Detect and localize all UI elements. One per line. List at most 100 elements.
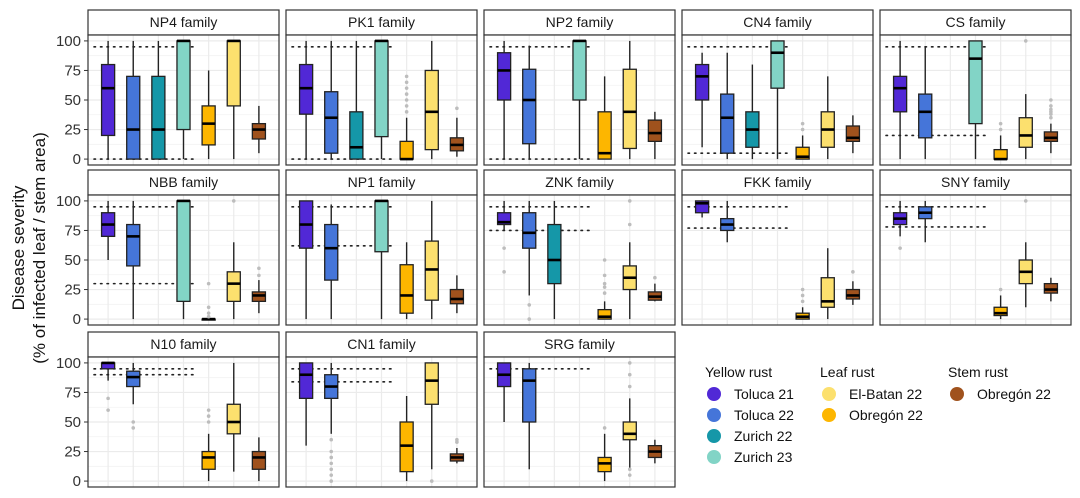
box-el-batan-22: [622, 40, 637, 160]
facet-title: ZNK family: [545, 174, 613, 190]
box-iqr: [993, 148, 1008, 160]
box-iqr: [522, 68, 537, 145]
box-iqr: [496, 52, 512, 101]
outlier-point: [627, 361, 632, 365]
facet-panel: CN4 family: [681, 9, 874, 166]
outlier-point: [800, 121, 805, 126]
outlier-point: [998, 287, 1003, 292]
facet-title: NBB family: [149, 174, 218, 190]
facet-strip: [483, 169, 676, 196]
y-tick-label: 75: [64, 222, 81, 239]
facet-panel: NP1 family: [285, 169, 478, 326]
y-tick-label: 0: [73, 473, 81, 490]
box-el-batan-22: [1018, 199, 1033, 308]
legend-item: Zurich 22: [707, 428, 793, 444]
facet-strip: [285, 331, 478, 358]
outlier-point: [131, 420, 136, 424]
box-obreg-n-22-leaf-: [597, 426, 612, 482]
box-obreg-n-22-stem-: [647, 439, 663, 464]
box-iqr: [201, 450, 216, 470]
facet-panel: SNY family: [879, 169, 1072, 326]
outlier-point: [404, 104, 409, 108]
legend-title: Yellow rust: [705, 364, 772, 380]
box-iqr: [324, 91, 339, 154]
box-iqr: [126, 370, 141, 388]
box-iqr: [694, 200, 710, 214]
box-iqr: [374, 200, 389, 253]
box-obreg-n-22-stem-: [1043, 98, 1059, 154]
box-iqr: [251, 450, 267, 470]
box-obreg-n-22-stem-: [647, 275, 663, 302]
box-zurich-22: [547, 200, 562, 320]
box-iqr: [993, 306, 1008, 317]
box-el-batan-22: [820, 76, 835, 160]
box-toluca-21: [100, 40, 116, 160]
box-toluca-21: [892, 40, 908, 160]
legend-group: Leaf rust El-Batan 22 Obregón 22: [820, 364, 923, 423]
box-toluca-22: [126, 200, 141, 320]
box-toluca-22: [918, 46, 933, 160]
box-iqr: [597, 308, 612, 320]
outlier-point: [329, 437, 334, 442]
outlier-point: [1023, 39, 1028, 43]
outlier-point: [206, 311, 211, 315]
facet-title: N10 family: [150, 336, 216, 352]
box-toluca-21: [100, 361, 116, 412]
outlier-point: [404, 98, 409, 102]
outlier-point: [404, 86, 409, 90]
facet-strip: [483, 9, 676, 36]
facet-panel: NP4 family 0 25 50 75 100: [56, 9, 280, 168]
box-zurich-23: [968, 40, 983, 160]
box-el-batan-22: [226, 199, 241, 320]
outlier-point: [404, 92, 409, 96]
facet-panel: PK1 family: [285, 9, 478, 166]
outlier-point: [404, 74, 409, 79]
box-el-batan-22: [622, 361, 637, 477]
outlier-point: [329, 479, 334, 483]
outlier-point: [257, 266, 261, 271]
box-iqr: [424, 69, 439, 151]
box-iqr: [820, 277, 835, 308]
facet-title: CN4 family: [743, 14, 811, 30]
legend-label: Zurich 23: [734, 449, 793, 465]
y-tick-label: 75: [64, 62, 81, 79]
facet-title: NP4 family: [150, 14, 218, 30]
y-tick-label: 50: [64, 252, 81, 269]
panel-border: [285, 34, 478, 166]
outlier-point: [527, 303, 532, 307]
box-el-batan-22: [424, 200, 439, 320]
panel-border: [681, 34, 874, 166]
box-obreg-n-22-stem-: [449, 106, 465, 157]
outlier-point: [131, 426, 136, 430]
legend-swatch-icon: [707, 387, 721, 401]
box-obreg-n-22-stem-: [1043, 277, 1059, 302]
box-toluca-22: [522, 200, 537, 321]
box-obreg-n-22-stem-: [251, 105, 267, 154]
box-obreg-n-22-leaf-: [597, 258, 612, 320]
outlier-point: [1049, 115, 1053, 120]
box-obreg-n-22-leaf-: [399, 396, 414, 482]
panel-border: [483, 34, 676, 166]
outlier-point: [1049, 98, 1053, 102]
box-iqr: [496, 212, 512, 226]
box-obreg-n-22-stem-: [449, 275, 465, 314]
panel-border: [483, 356, 676, 488]
outlier-point: [329, 461, 334, 466]
box-obreg-n-22-stem-: [845, 115, 861, 154]
box-toluca-22: [720, 200, 735, 243]
outlier-point: [602, 258, 607, 262]
y-tick-label: 25: [64, 282, 81, 299]
panel-border: [879, 34, 1072, 166]
box-obreg-n-22-stem-: [449, 437, 465, 464]
outlier-point: [206, 314, 211, 319]
box-toluca-21: [892, 200, 908, 250]
box-iqr: [647, 119, 663, 143]
box-iqr: [1018, 117, 1033, 148]
box-toluca-22: [720, 52, 735, 160]
box-iqr: [399, 264, 414, 314]
facet-strip: [681, 9, 874, 36]
outlier-point: [998, 121, 1003, 126]
outlier-point: [527, 317, 532, 321]
outlier-point: [404, 110, 409, 114]
